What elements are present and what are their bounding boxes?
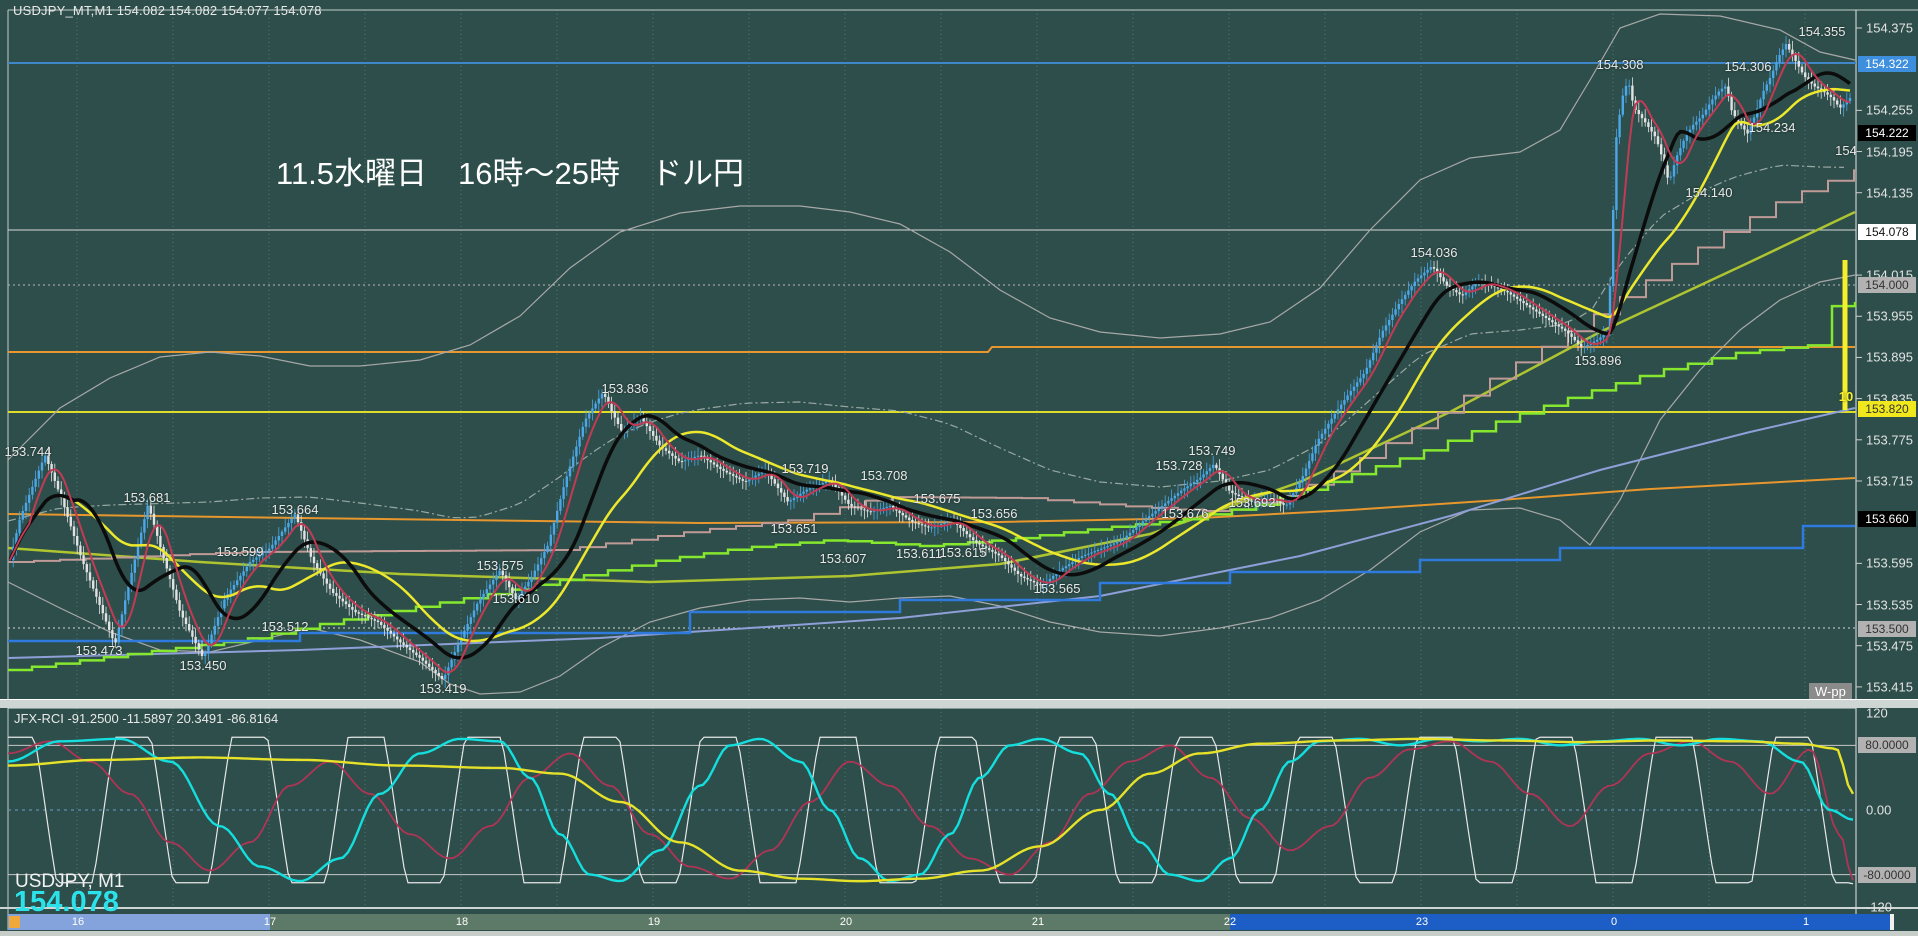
candle-price-annotation: 153.692 [1228, 495, 1276, 510]
price-tick-label: 153.715 [1866, 473, 1913, 489]
candle-price-annotation: 154 [1835, 143, 1857, 158]
weekly-pivot-badge: W-pp [1809, 683, 1852, 700]
indicator-tick-label: 0.00 [1866, 802, 1892, 818]
price-badge: 154.222 [1858, 125, 1916, 141]
candle-price-annotation: 153.565 [1033, 581, 1081, 596]
indicator-badge: 80.0000 [1858, 737, 1916, 754]
candle-price-annotation: 154.308 [1596, 57, 1644, 72]
candle-price-annotation: 153.656 [970, 506, 1018, 521]
pane-divider[interactable] [0, 699, 1918, 708]
candle-price-annotation: 153.896 [1574, 353, 1622, 368]
session-band [8, 914, 270, 930]
bollinger-upper [7, 13, 1856, 461]
session-band [270, 914, 1230, 930]
price-tick-label: 154.195 [1866, 144, 1913, 160]
olive-ma [7, 210, 1856, 584]
rci-yellow-line [7, 737, 1855, 883]
scroll-start-marker[interactable] [9, 916, 20, 928]
hour-label: 23 [1415, 916, 1429, 928]
hour-label: 20 [839, 916, 853, 928]
price-tick-label: 153.475 [1866, 638, 1913, 654]
candle-price-annotation: 153.610 [492, 591, 540, 606]
hour-label: 21 [1031, 916, 1045, 928]
candle-price-annotation: 153.450 [179, 658, 227, 673]
candle-price-annotation: 153.599 [216, 544, 264, 559]
candle-price-annotation: 153.607 [819, 551, 867, 566]
candle-price-annotation: 153.708 [860, 468, 908, 483]
price-tick-label: 153.775 [1866, 432, 1913, 448]
candle-price-annotation: 154.036 [1410, 245, 1458, 260]
session-band [1230, 914, 1890, 930]
price-badge: 153.660 [1858, 510, 1916, 527]
price-tick-label: 154.255 [1866, 102, 1913, 118]
indicator-tick-label: -120 [1866, 899, 1893, 915]
candle-price-annotation: 153.419 [419, 681, 467, 696]
candle-price-annotation: 153.512 [261, 619, 309, 634]
price-badge: 153.500 [1858, 620, 1916, 637]
chart-title: 11.5水曜日 16時～25時 ドル円 [276, 156, 744, 191]
price-tick-label: 154.375 [1866, 20, 1913, 36]
candle-price-annotation: 154.355 [1798, 24, 1846, 39]
black-ma [8, 71, 1852, 660]
ohlc-header: USDJPY_MT,M1 154.082 154.082 154.077 154… [13, 3, 322, 18]
candle-price-annotation: 153.473 [75, 643, 123, 658]
candle-price-annotation: 154.140 [1685, 185, 1733, 200]
indicator-tick-label: 120 [1866, 705, 1888, 721]
candle-price-annotation: 153.676 [1161, 506, 1209, 521]
price-tick-label: 153.595 [1866, 555, 1913, 571]
candle-price-annotation: 153.749 [1188, 443, 1236, 458]
cornflower-slow-ma [7, 407, 1856, 659]
price-badge: 154.322 [1858, 56, 1916, 73]
crimson-ma [9, 52, 1851, 674]
price-badge: 153.820 [1858, 400, 1916, 417]
candle-price-annotation: 153.615 [939, 545, 987, 560]
hour-label: 22 [1223, 916, 1237, 928]
hour-label: 18 [455, 916, 469, 928]
bollinger-lower [7, 274, 1856, 695]
price-badge: 154.000 [1858, 277, 1916, 294]
rci-crimson-line [7, 740, 1854, 881]
rci-cyan-line [7, 737, 1854, 883]
rci-indicator-label: JFX-RCI -91.2500 -11.5897 20.3491 -86.81… [14, 711, 279, 726]
hour-label: 1 [1802, 916, 1810, 928]
indicator-badge: -80.0000 [1858, 866, 1916, 883]
lime-step-line [8, 302, 1857, 672]
yellow-ma [8, 87, 1851, 643]
scroll-end-marker[interactable] [1890, 914, 1894, 930]
hour-label: 0 [1610, 916, 1618, 928]
candle-price-annotation: 153.611 [895, 546, 943, 561]
window-bottom-strip [0, 931, 1918, 936]
orange-resistance-line [8, 346, 1855, 353]
symbol-timeframe-label: USDJPY, M1 [15, 871, 125, 892]
candle-price-annotation: 153.728 [1155, 458, 1203, 473]
candle-price-annotation: 153.744 [4, 444, 52, 459]
candle-price-annotation: 153.681 [123, 490, 171, 505]
candle-price-annotation: 153.719 [781, 461, 829, 476]
price-tick-label: 153.535 [1866, 597, 1913, 613]
price-tick-label: 153.955 [1866, 308, 1913, 324]
hour-label: 16 [71, 916, 85, 928]
bollinger-middle [7, 164, 1845, 522]
candle-price-annotation: 153.675 [913, 491, 961, 506]
candle-price-annotation: 154.306 [1724, 59, 1772, 74]
candle-price-annotation: 153.836 [601, 381, 649, 396]
ten-pip-label: 10 [1838, 389, 1854, 404]
blue-step-line [8, 524, 1855, 643]
hour-label: 17 [263, 916, 277, 928]
price-tick-label: 153.415 [1866, 679, 1913, 695]
candle-price-annotation: 153.575 [476, 558, 524, 573]
price-tick-label: 153.895 [1866, 349, 1913, 365]
candle-price-annotation: 153.651 [770, 521, 818, 536]
rci-white-line [8, 736, 1854, 885]
candle-price-annotation: 153.664 [271, 502, 319, 517]
hour-label: 19 [647, 916, 661, 928]
price-badge: 154.078 [1858, 223, 1916, 240]
candle-price-annotation: 154.234 [1748, 120, 1796, 135]
price-tick-label: 154.135 [1866, 185, 1913, 201]
current-price-display: 154.078 [14, 886, 119, 918]
